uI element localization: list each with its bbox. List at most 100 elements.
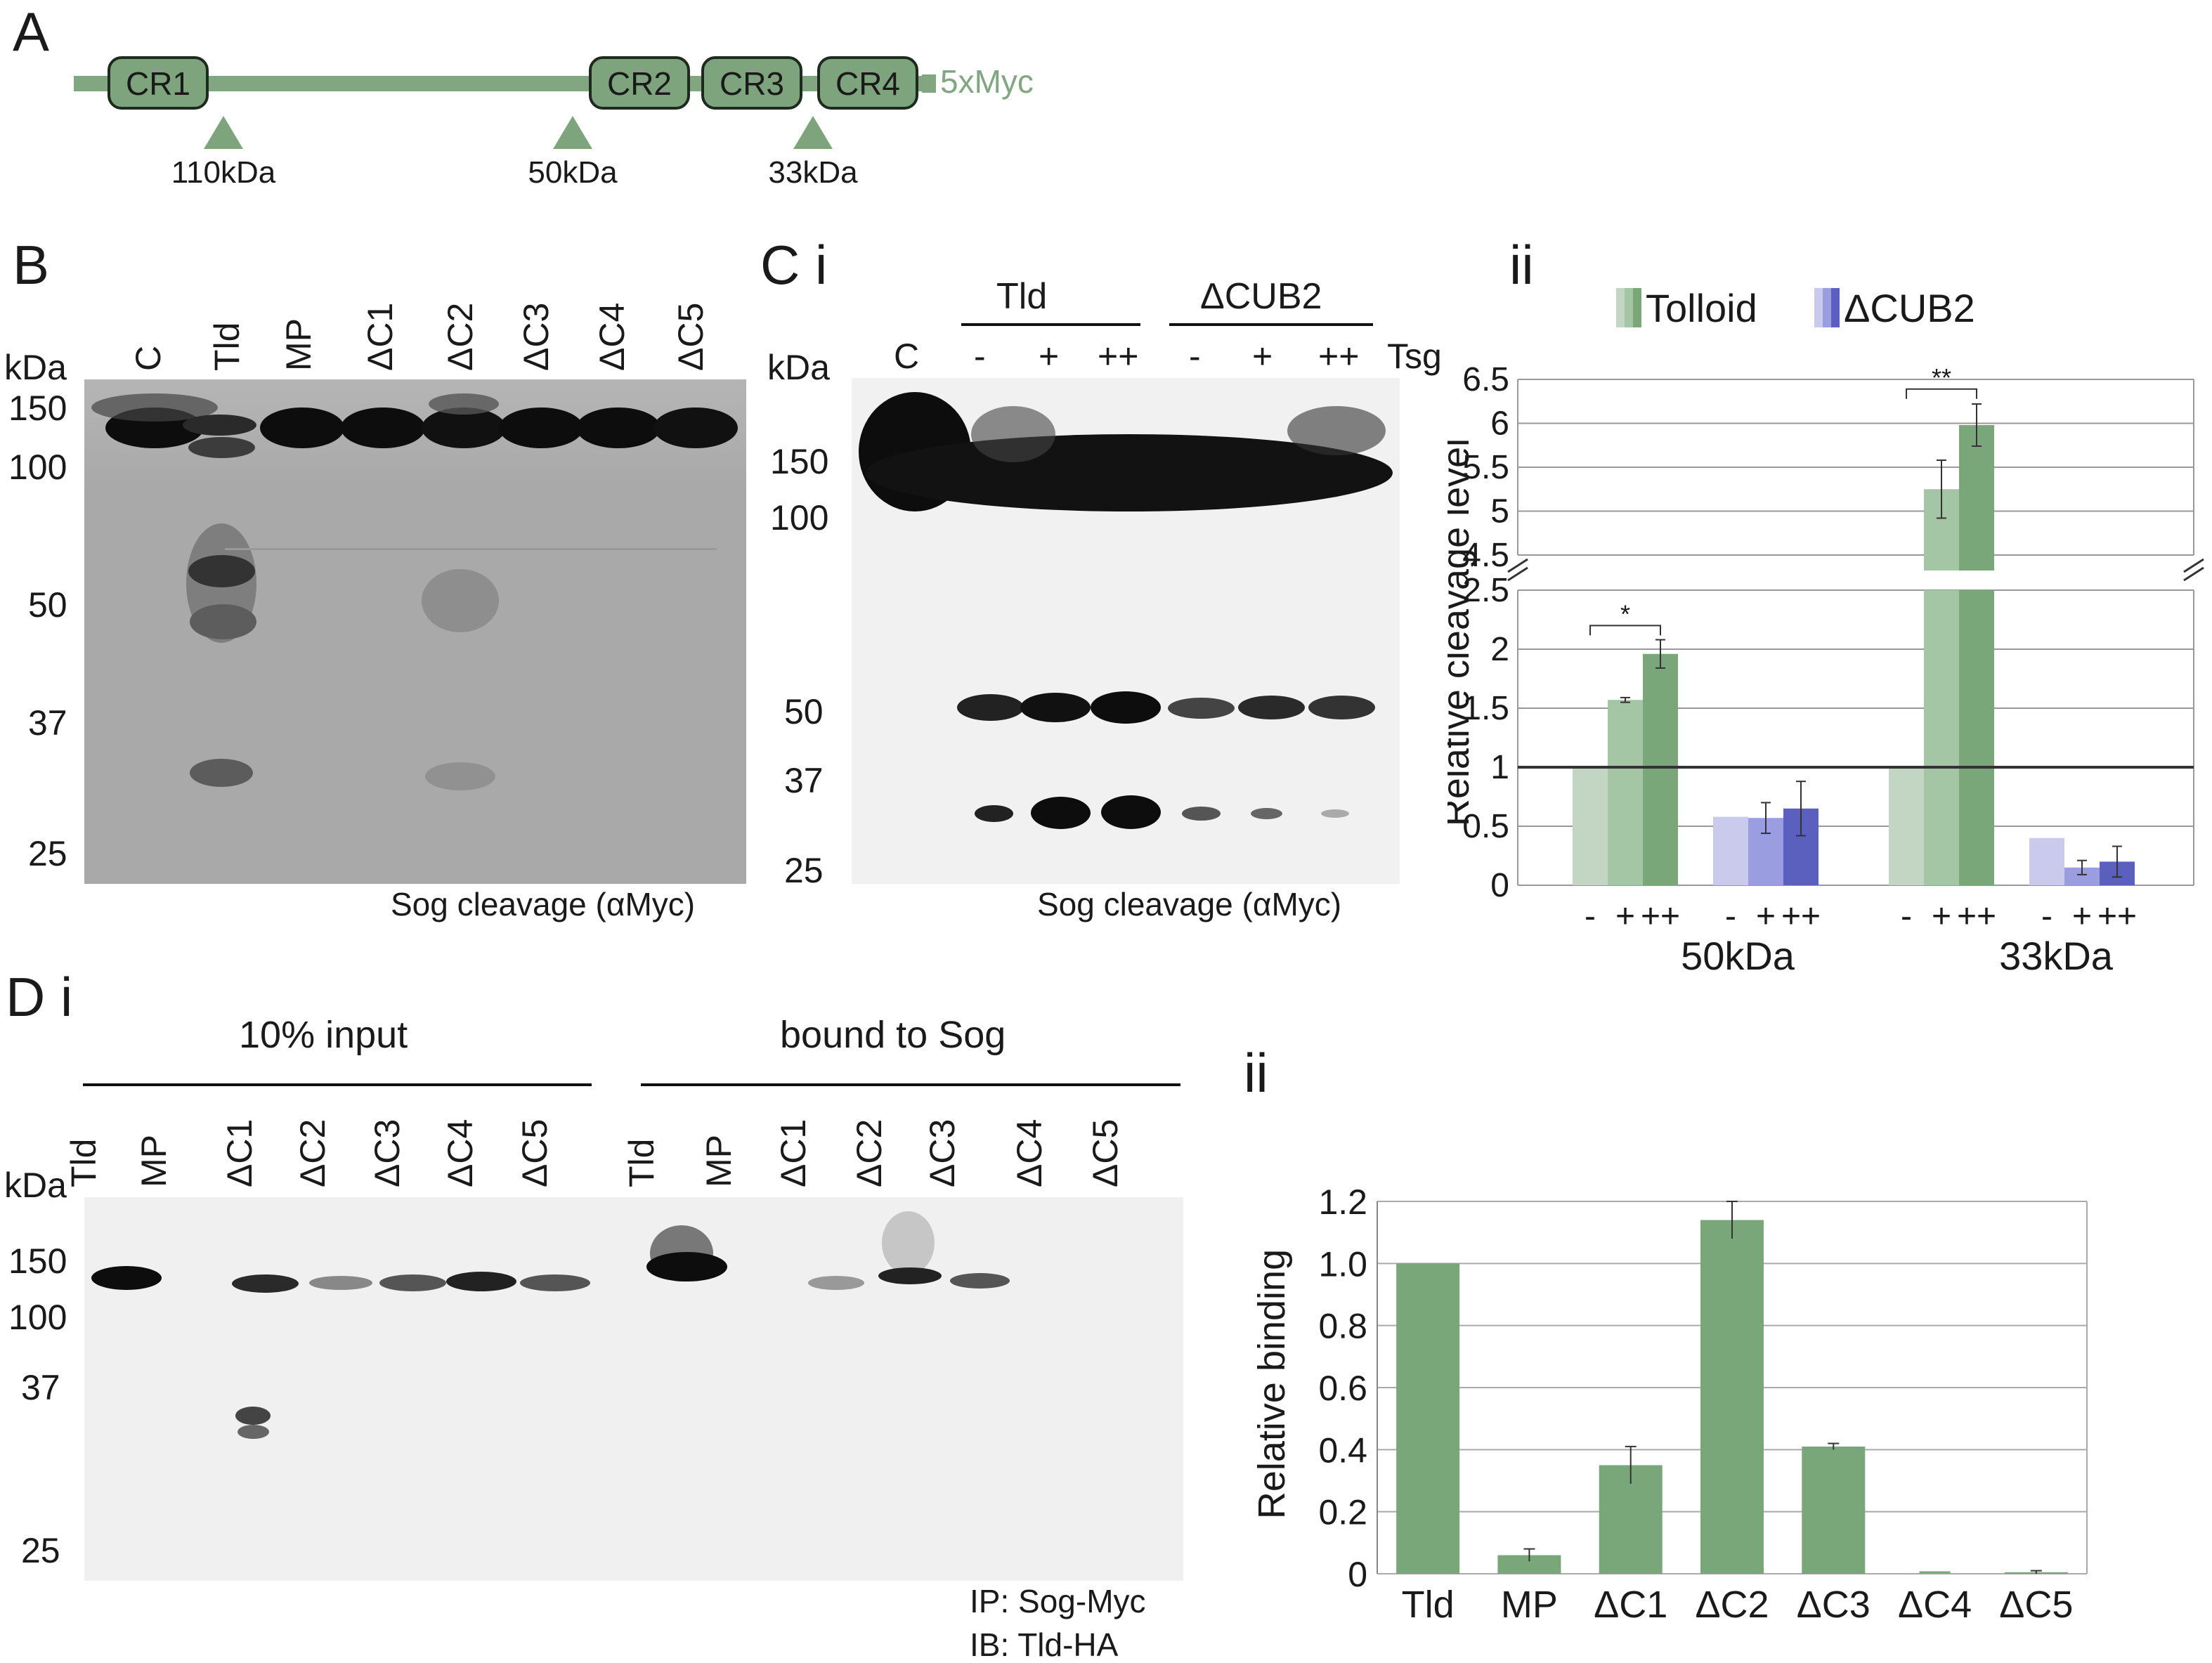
x-tick-label: + — [1756, 898, 1776, 935]
x-tick-label: Tld — [1402, 1584, 1455, 1626]
panel-di-marker-37: 37 — [21, 1368, 60, 1407]
bar — [1396, 1263, 1460, 1574]
y-tick-label: 2.5 — [1462, 572, 1509, 609]
y-tick-label: 4.5 — [1462, 537, 1509, 574]
y-tick-label: 1.0 — [1318, 1244, 1367, 1284]
legend-swatch — [1814, 288, 1823, 327]
y-tick-label: 0.5 — [1462, 808, 1509, 845]
x-tick-label: ++ — [2097, 898, 2137, 935]
legend-swatch — [1831, 288, 1840, 327]
bar — [1643, 653, 1678, 885]
y-tick-label: 1 — [1490, 749, 1509, 786]
y-tick-label: 6 — [1490, 405, 1509, 443]
panel-ci-lane-tld-plusplus: ++ — [1098, 337, 1139, 376]
axis-break-mark — [2183, 558, 2204, 573]
y-axis-label: Relative cleavage level — [1447, 438, 1477, 826]
y-tick-label: 1.5 — [1462, 690, 1509, 727]
panel-b-caption: Sog cleavage (αMyc) — [391, 886, 696, 922]
x-tick-label: - — [2041, 898, 2052, 935]
panel-ci-tsg-label: Tsg — [1387, 337, 1442, 376]
panel-b-lane-dc4: ΔC4 — [592, 302, 632, 371]
x-tick-label: ++ — [1781, 898, 1821, 935]
panel-b-letter: B — [13, 234, 50, 296]
y-tick-label: 1.2 — [1318, 1182, 1367, 1222]
bar — [1959, 425, 1994, 570]
y-tick-label: 0.8 — [1318, 1307, 1367, 1346]
domain-cr3 — [701, 56, 802, 110]
domain-cr3-label: CR3 — [720, 65, 784, 102]
panel-ci-marker-37: 37 — [784, 761, 824, 800]
panel-b-lane-dc1: ΔC1 — [360, 302, 400, 371]
legend-swatch — [1625, 288, 1633, 327]
x-tick-label: - — [1585, 898, 1596, 935]
panel-di-lane-label: ΔC2 — [850, 1119, 889, 1187]
legend-label: Tolloid — [1646, 286, 1757, 330]
panel-cii-letter: ii — [1509, 234, 1534, 296]
significance-bracket — [1906, 388, 1977, 399]
bar — [1959, 590, 1994, 885]
axis-break-mark — [2183, 566, 2204, 582]
panel-di-marker-25: 25 — [21, 1531, 60, 1570]
x-tick-label: + — [2072, 898, 2092, 935]
x-tick-label: ΔC5 — [1999, 1584, 2073, 1626]
panel-di-lane-label: Tld — [64, 1138, 103, 1187]
panel-b-marker-37: 37 — [28, 703, 67, 743]
group-label: 50kDa — [1681, 934, 1795, 977]
panel-di-group-input: 10% input — [239, 1014, 408, 1056]
y-tick-label: 0 — [1348, 1555, 1367, 1594]
panel-ci-western-blot — [852, 378, 1400, 884]
panel-b-marker-100: 100 — [8, 448, 67, 487]
panel-di-lane-label: Tld — [622, 1138, 661, 1187]
panel-di-marker-100: 100 — [8, 1298, 67, 1337]
cleavage-site-50 — [553, 116, 592, 149]
panel-di-western-blot — [84, 1197, 1183, 1581]
panel-a-letter: A — [13, 1, 50, 63]
y-tick-label: 0.6 — [1318, 1369, 1367, 1408]
axis-break-mark — [1507, 558, 1528, 573]
group-label: 33kDa — [1999, 934, 2114, 977]
panel-b-western-blot — [84, 379, 746, 884]
x-tick-label: + — [1932, 898, 1951, 935]
panel-b-marker-50: 50 — [28, 585, 67, 625]
panel-b-marker-150: 150 — [8, 389, 67, 428]
panel-ci-marker-25: 25 — [784, 851, 824, 890]
panel-ci-marker-100: 100 — [770, 498, 829, 537]
bar — [1924, 590, 1959, 885]
panel-di-caption-ib: IB: Tld-HA — [970, 1626, 1119, 1663]
domain-cr2 — [589, 56, 690, 110]
panel-ci-letter: C i — [760, 234, 828, 296]
myc-tag-label: 5xMyc — [940, 63, 1034, 100]
domain-cr4-label: CR4 — [835, 65, 900, 102]
panel-b-lane-tld: Tld — [207, 322, 247, 371]
panel-di-kda-label: kDa — [4, 1166, 67, 1205]
sog-domain-diagram: CR1 CR2 CR3 CR4 5xMyc 110kDa 50kDa 33kDa — [74, 56, 1034, 190]
y-tick-label: 0 — [1490, 867, 1509, 904]
domain-cr1 — [108, 56, 209, 110]
y-tick-label: 2 — [1490, 631, 1509, 668]
x-tick-label: + — [1615, 898, 1635, 935]
panel-b-lane-c: C — [129, 345, 168, 371]
y-tick-label: 0.4 — [1318, 1430, 1367, 1470]
cleavage-site-33 — [793, 116, 833, 149]
panel-di-lane-label: ΔC1 — [220, 1119, 259, 1187]
axis-break-mark — [1507, 566, 1528, 582]
legend-swatch — [1633, 288, 1641, 327]
x-tick-label: - — [1725, 898, 1736, 935]
bar — [2029, 837, 2064, 885]
significance-label: * — [1620, 599, 1630, 628]
x-tick-label: ΔC2 — [1695, 1584, 1769, 1626]
panel-ci-group-tld: Tld — [996, 276, 1048, 317]
panel-ci-lane-dcub2-plus: + — [1252, 337, 1273, 376]
legend-swatch — [1616, 288, 1625, 327]
significance-bracket — [1589, 625, 1661, 636]
panel-ci-marker-150: 150 — [770, 442, 829, 481]
x-tick-label: ΔC4 — [1898, 1584, 1972, 1626]
panel-di-lane-label: ΔC4 — [1010, 1119, 1049, 1187]
significance-label: ** — [1932, 363, 1951, 392]
cleavage-site-110 — [204, 116, 243, 149]
x-tick-label: MP — [1501, 1584, 1558, 1626]
panel-di-lane-label: MP — [134, 1135, 174, 1187]
x-tick-label: ΔC1 — [1594, 1584, 1667, 1626]
y-axis-label: Relative binding — [1251, 1249, 1293, 1519]
y-tick-label: 5.5 — [1462, 449, 1509, 486]
